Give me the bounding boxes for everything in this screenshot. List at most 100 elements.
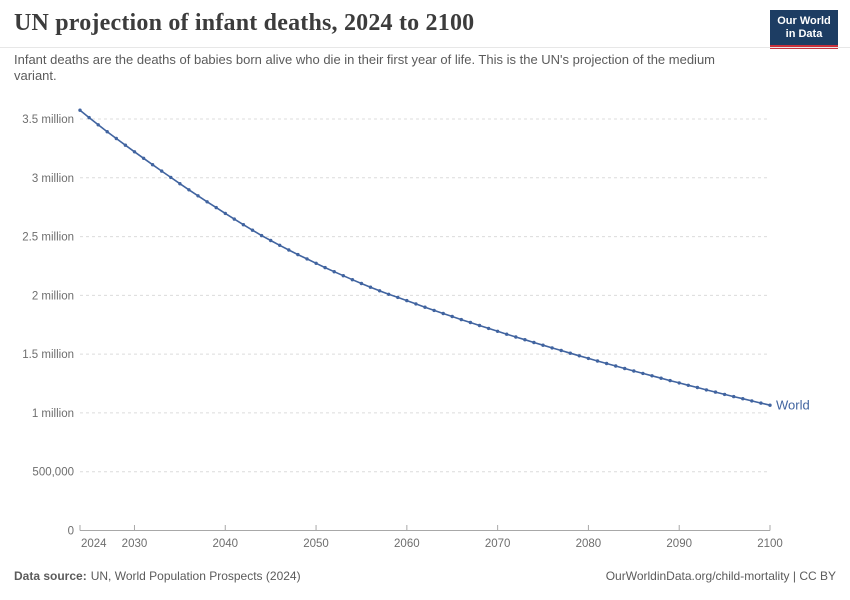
- data-point: [377, 289, 382, 293]
- data-point: [405, 298, 409, 303]
- data-point: [87, 115, 91, 120]
- data-point: [441, 311, 445, 316]
- data-point: [287, 248, 291, 252]
- data-point: [78, 108, 82, 112]
- data-point: [459, 317, 463, 322]
- data-point: [750, 399, 754, 403]
- data-point: [722, 392, 727, 397]
- data-point: [178, 182, 182, 186]
- data-point: [532, 340, 536, 345]
- data-point: [450, 314, 454, 319]
- attribution-link[interactable]: OurWorldinData.org/child-mortality | CC …: [605, 569, 836, 583]
- data-point: [105, 130, 109, 134]
- data-point: [414, 302, 418, 306]
- x-tick-label: 2090: [666, 538, 692, 550]
- data-point: [568, 351, 572, 355]
- header-divider: [0, 47, 850, 48]
- data-point: [241, 223, 246, 227]
- y-tick-label: 3 million: [32, 173, 74, 185]
- data-point: [632, 369, 636, 373]
- data-source: Data source: UN, World Population Prospec…: [14, 569, 301, 583]
- data-point: [314, 261, 318, 265]
- data-point: [223, 211, 227, 216]
- data-point: [704, 388, 709, 392]
- data-point: [296, 252, 300, 257]
- data-point: [232, 217, 236, 221]
- chart-footer: Data source: UN, World Population Prospec…: [14, 569, 836, 583]
- data-point: [114, 136, 119, 141]
- data-point: [741, 397, 745, 401]
- data-point: [541, 343, 545, 347]
- data-point: [150, 163, 155, 167]
- data-point: [332, 270, 336, 274]
- data-point: [668, 378, 672, 383]
- x-tick-label: 2030: [122, 538, 148, 550]
- data-point: [577, 354, 581, 358]
- y-tick-label: 1 million: [32, 408, 74, 420]
- data-point: [205, 200, 209, 204]
- y-tick-label: 1.5 million: [22, 349, 74, 361]
- data-point: [732, 394, 736, 399]
- x-tick-label: 2040: [212, 538, 238, 550]
- data-point: [550, 346, 554, 350]
- data-point: [468, 320, 473, 325]
- data-point: [323, 265, 327, 270]
- data-point: [250, 228, 255, 232]
- y-tick-label: 2 million: [32, 290, 74, 302]
- data-point: [650, 374, 654, 378]
- data-point: [359, 281, 364, 286]
- x-tick-label: 2060: [394, 538, 420, 550]
- y-tick-label: 0: [68, 526, 74, 538]
- data-point: [559, 348, 563, 353]
- data-source-label: Data source:: [14, 569, 87, 583]
- data-point: [214, 205, 218, 210]
- data-point: [523, 338, 527, 342]
- data-point: [586, 356, 591, 361]
- data-point: [96, 123, 100, 127]
- data-point: [368, 285, 373, 289]
- data-point: [759, 401, 763, 405]
- data-point: [604, 361, 609, 366]
- data-point: [623, 366, 627, 371]
- data-point: [305, 257, 309, 261]
- page-title: UN projection of infant deaths, 2024 to …: [14, 10, 475, 36]
- data-point: [477, 323, 482, 328]
- data-point: [695, 385, 700, 390]
- owid-logo-line1: Our World: [777, 14, 831, 27]
- data-point: [141, 156, 146, 160]
- x-tick-label: 2100: [757, 538, 783, 550]
- x-tick-label: 2024: [81, 538, 107, 550]
- chart-subtitle: Infant deaths are the deaths of babies b…: [14, 52, 716, 83]
- x-tick-label: 2080: [576, 538, 602, 550]
- data-point: [350, 278, 355, 282]
- data-point: [686, 383, 690, 387]
- x-tick-label: 2070: [485, 538, 511, 550]
- data-point: [595, 359, 600, 363]
- x-tick-label: 2050: [303, 538, 329, 550]
- data-point: [187, 188, 191, 192]
- data-point: [169, 175, 173, 180]
- data-point: [269, 238, 273, 243]
- y-tick-label: 3.5 million: [22, 114, 74, 126]
- data-point: [432, 308, 436, 313]
- data-source-value: UN, World Population Prospects (2024): [90, 569, 301, 583]
- data-point: [396, 295, 400, 300]
- data-point: [677, 381, 681, 385]
- data-point: [387, 292, 391, 296]
- data-point: [123, 143, 128, 147]
- data-point: [486, 326, 491, 331]
- data-point: [278, 243, 282, 247]
- data-line-world[interactable]: [79, 109, 771, 407]
- y-tick-label: 2.5 million: [22, 232, 74, 244]
- data-point: [641, 371, 645, 376]
- data-point: [423, 305, 427, 309]
- data-point: [495, 329, 500, 333]
- data-point: [659, 376, 663, 380]
- data-point: [514, 335, 518, 339]
- series-label-world[interactable]: World: [776, 398, 810, 413]
- data-point: [713, 390, 718, 394]
- data-point: [768, 403, 772, 407]
- data-point: [614, 364, 618, 368]
